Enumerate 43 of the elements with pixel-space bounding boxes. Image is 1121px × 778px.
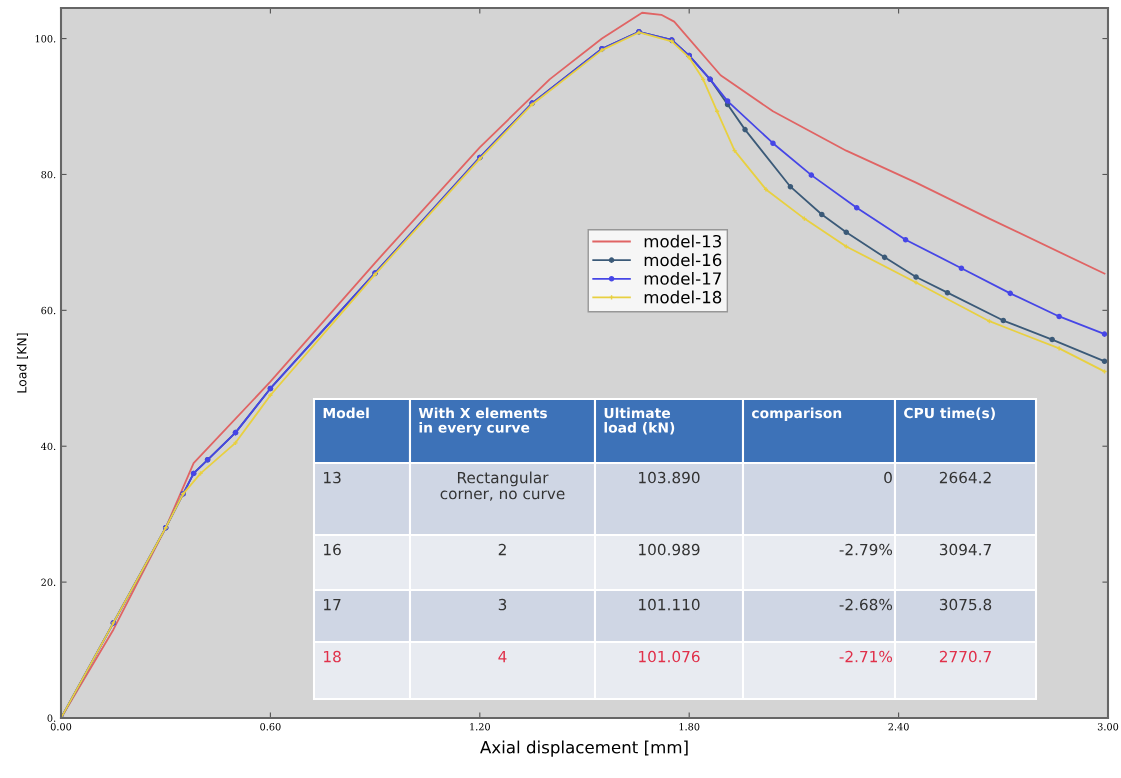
y-tick-label: 60. [41,306,56,315]
x-tick-label: 2.40 [888,723,909,731]
x-tick-label: 3.00 [1097,723,1119,731]
annotation: 3 [498,598,507,611]
y-tick-label: 20. [41,578,56,586]
y-tick-label: 40. [40,442,56,451]
annotation: 2 [498,543,506,556]
annotation: 101.110 [639,598,700,611]
annotation: 2664.2 [939,471,991,484]
annotation: 101.076 [639,650,700,663]
y-axis-title: Load [KN] [16,333,28,393]
x-tick-label: 0.00 [50,723,72,731]
legend-label: model-16 [644,253,722,267]
annotation: -2.68% [839,598,893,611]
legend-label: model-17 [644,271,721,285]
annotation: -2.71% [839,650,893,663]
annotation: 13 [324,471,341,484]
x-tick-label: 0.60 [260,723,281,731]
annotation: 2770.7 [939,650,991,663]
annotation: 16 [324,543,341,556]
annotation: 4 [498,650,507,663]
annotation: Rectangular corner, no curve [440,471,565,501]
annotation: -2.79% [839,543,893,556]
legend-label: model-18 [644,290,722,304]
x-axis-title: Axial displacement [mm] [480,740,688,757]
x-tick-label: 1.80 [679,723,700,731]
y-tick-label: 0. [47,714,56,722]
annotation: 18 [324,650,341,663]
annotation: CPU time(s) [904,407,995,420]
legend-label: model-13 [644,234,722,248]
annotation: Ultimate load (kN) [604,407,675,435]
annotation: 100.989 [639,543,700,556]
annotation: 103.890 [639,471,700,484]
y-tick-label: 80. [41,170,56,179]
x-tick-label: 1.20 [470,723,490,731]
annotation: 0 [884,471,892,484]
y-tick-label: 100. [35,35,56,43]
annotation: comparison [751,407,842,421]
annotation: 3075.8 [939,598,992,611]
annotation: Model [323,407,369,419]
annotation: With X elements in every curve [418,407,547,436]
annotation: 17 [324,598,341,611]
annotation: 3094.7 [939,543,991,556]
